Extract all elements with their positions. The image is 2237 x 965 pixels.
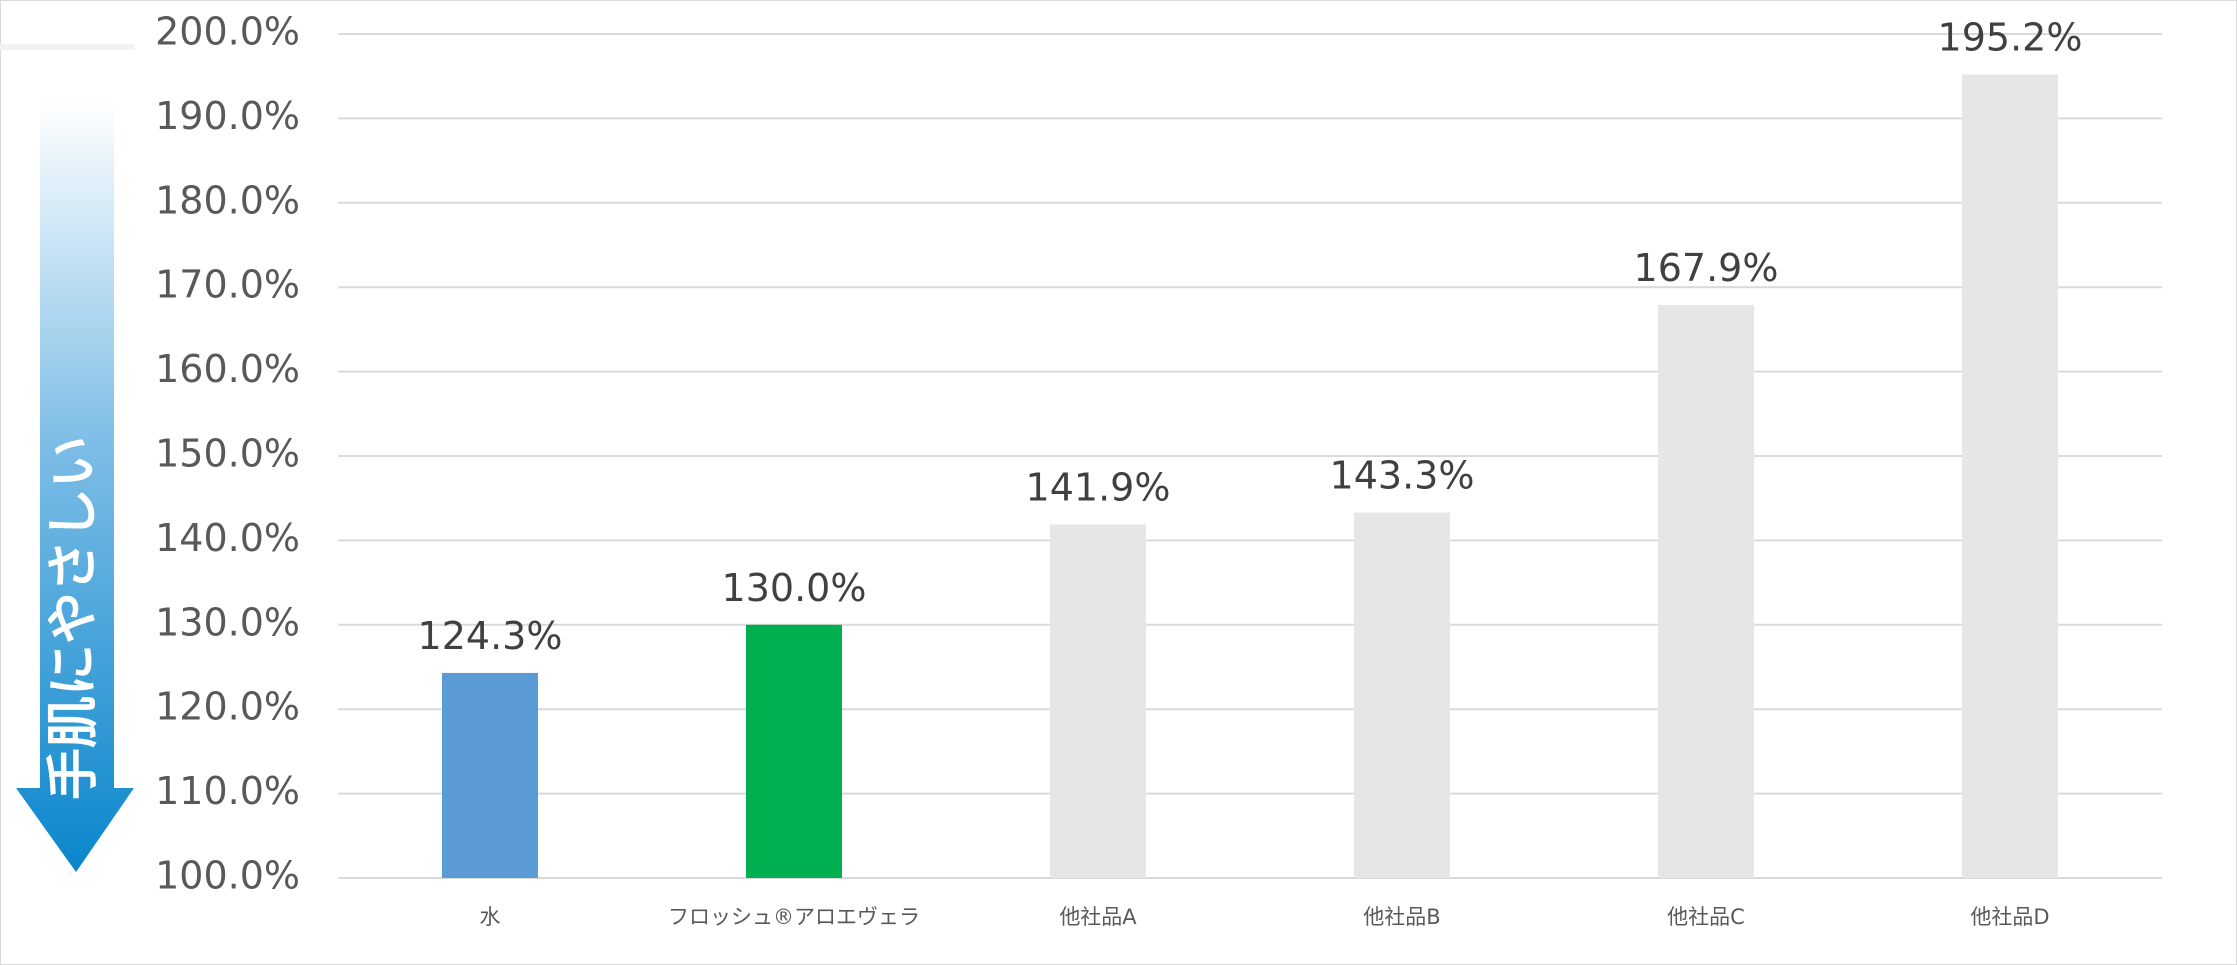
arrow-down-icon bbox=[16, 100, 134, 872]
x-axis-ticks: 水 フロッシュ®アロエヴェラ 他社品A 他社品B 他社品C 他社品D bbox=[480, 905, 2050, 929]
bar bbox=[1354, 512, 1450, 878]
x-tick-label: 他社品C bbox=[1667, 905, 1745, 929]
y-axis-ticks: 100.0% 110.0% 120.0% 130.0% 140.0% 150.0% 160.… bbox=[155, 10, 300, 898]
y-tick-label: 190.0% bbox=[155, 94, 300, 138]
data-label: 141.9% bbox=[1026, 465, 1171, 509]
x-tick-label: 他社品B bbox=[1363, 905, 1440, 929]
bar bbox=[1658, 304, 1754, 878]
data-label: 195.2% bbox=[1938, 16, 2083, 60]
y-tick-label: 100.0% bbox=[155, 854, 300, 898]
gridlines bbox=[338, 33, 2162, 879]
y-tick-label: 140.0% bbox=[155, 516, 300, 560]
y-tick-label: 170.0% bbox=[155, 263, 300, 307]
x-tick-label: 水 bbox=[480, 905, 501, 929]
data-label: 124.3% bbox=[418, 614, 563, 658]
x-tick-label: 他社品A bbox=[1059, 905, 1137, 929]
y-tick-label: 160.0% bbox=[155, 347, 300, 391]
bar bbox=[746, 624, 842, 878]
y-tick-label: 110.0% bbox=[155, 769, 300, 813]
data-label: 167.9% bbox=[1634, 246, 1779, 290]
y-tick-label: 120.0% bbox=[155, 685, 300, 729]
bar bbox=[1050, 524, 1146, 878]
bar bbox=[1962, 74, 2058, 878]
arrow-top-cap bbox=[0, 44, 135, 50]
data-label: 130.0% bbox=[722, 566, 867, 610]
y-tick-label: 150.0% bbox=[155, 432, 300, 476]
y-tick-label: 200.0% bbox=[155, 10, 300, 54]
bar bbox=[442, 672, 538, 878]
value-labels: 124.3% 130.0% 141.9% 143.3% 167.9% 195.2% bbox=[418, 16, 2083, 658]
side-label: 手肌にやさしい bbox=[44, 436, 104, 800]
gentle-arrow: 手肌にやさしい bbox=[0, 44, 135, 872]
x-tick-label: 他社品D bbox=[1970, 905, 2049, 929]
bars bbox=[442, 74, 2058, 878]
y-tick-label: 180.0% bbox=[155, 178, 300, 222]
x-tick-label: フロッシュ®アロエヴェラ bbox=[668, 905, 920, 929]
data-label: 143.3% bbox=[1330, 454, 1475, 498]
y-tick-label: 130.0% bbox=[155, 600, 300, 644]
